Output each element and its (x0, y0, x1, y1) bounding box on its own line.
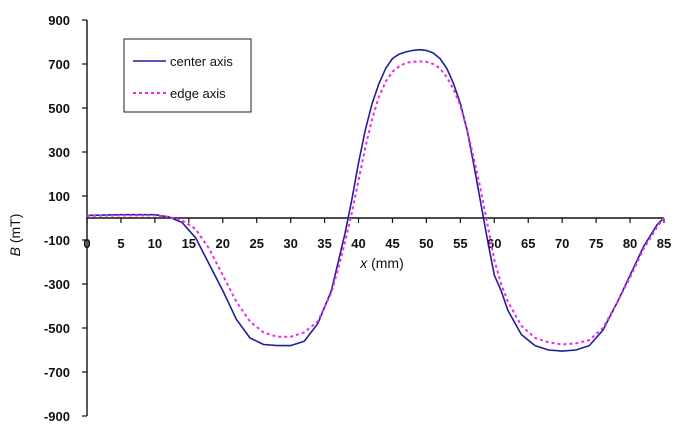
x-tick-label: 0 (83, 236, 90, 251)
y-tick-label: 900 (48, 13, 70, 28)
x-tick-label: 10 (148, 236, 162, 251)
x-tick-label: 15 (182, 236, 196, 251)
x-tick-label: 40 (351, 236, 365, 251)
y-axis: 900 700 500 300 100 -100 -300 -500 -700 -900 (44, 13, 88, 424)
x-tick-label: 75 (589, 236, 603, 251)
y-axis-variable: B (7, 247, 23, 256)
x-axis-unit: (mm) (367, 255, 404, 271)
y-tick-label: 700 (48, 57, 70, 72)
series-line-edge-axis (86, 60, 665, 346)
x-tick-label: 80 (623, 236, 637, 251)
legend-label-edge-axis: edge axis (170, 86, 226, 101)
x-tick-label: 45 (385, 236, 399, 251)
y-tick-label: 300 (48, 145, 70, 160)
x-tick-label: 55 (453, 236, 467, 251)
x-tick-label: 85 (657, 236, 671, 251)
y-tick-label: -700 (44, 365, 70, 380)
y-tick-label: -500 (44, 321, 70, 336)
legend-label-center-axis: center axis (170, 54, 233, 69)
y-axis-title: B (mT) (7, 214, 23, 257)
x-tick-label: 5 (117, 236, 124, 251)
y-tick-label: -900 (44, 409, 70, 424)
series-layer (86, 48, 665, 352)
x-axis: 0 5 10 15 20 25 30 35 40 45 50 55 60 65 70 75 80 85 (83, 217, 671, 251)
legend-box (123, 38, 252, 113)
x-tick-label: 60 (487, 236, 501, 251)
x-tick-label: 65 (521, 236, 535, 251)
x-tick-label: 20 (216, 236, 230, 251)
x-axis-variable: x (359, 255, 368, 271)
x-tick-label: 35 (317, 236, 331, 251)
y-tick-label: 500 (48, 101, 70, 116)
x-tick-label: 25 (249, 236, 263, 251)
y-tick-label: -100 (44, 233, 70, 248)
y-tick-label: -300 (44, 277, 70, 292)
y-axis-unit: (mT) (7, 214, 23, 247)
series-line-center-axis (86, 48, 665, 352)
legend: center axis edge axis (123, 38, 252, 113)
y-tick-label: 100 (48, 189, 70, 204)
x-tick-label: 30 (283, 236, 297, 251)
x-tick-label: 70 (555, 236, 569, 251)
x-tick-label: 50 (419, 236, 433, 251)
x-axis-title: x (mm) (359, 255, 404, 271)
